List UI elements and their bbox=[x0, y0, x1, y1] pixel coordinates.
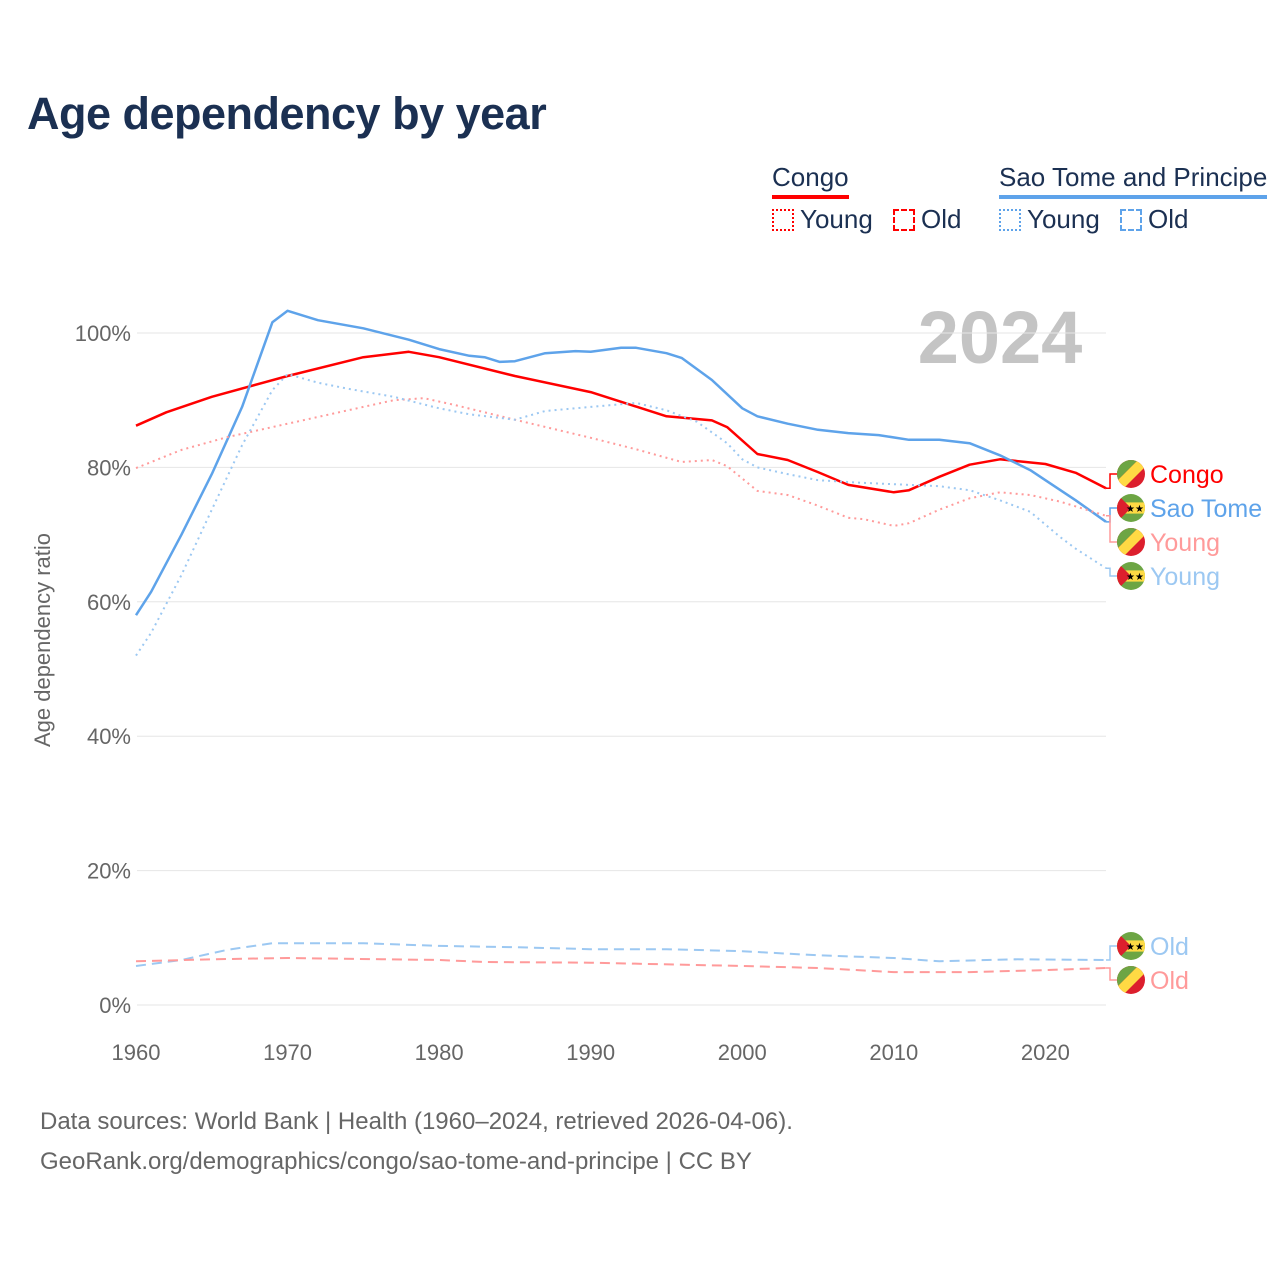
end-label: Young bbox=[1150, 529, 1220, 557]
x-tick-label: 1960 bbox=[112, 1040, 161, 1065]
series-line-sao-tome-and-principe-old bbox=[135, 942, 1107, 967]
series-line-sao-tome-and-principe bbox=[134, 309, 1107, 616]
y-tick-label: 40% bbox=[87, 724, 131, 749]
congo-flag-icon bbox=[1117, 528, 1145, 556]
series-line-congo-old bbox=[135, 957, 1107, 974]
dotted-swatch-icon bbox=[772, 208, 794, 231]
chart-title: Age dependency by year bbox=[27, 88, 547, 139]
legend-stp-old[interactable]: Old bbox=[1120, 204, 1188, 235]
dashed-swatch-icon bbox=[1120, 208, 1142, 231]
legend-congo-young[interactable]: Young bbox=[772, 204, 873, 235]
congo-flag-icon bbox=[1117, 966, 1145, 994]
footer-sources: Data sources: World Bank | Health (1960–… bbox=[40, 1108, 793, 1135]
end-label: Old bbox=[1150, 933, 1189, 961]
sao-tome-flag-icon: ★★ bbox=[1117, 932, 1145, 960]
end-label: Old bbox=[1150, 967, 1189, 995]
label-leader-line bbox=[1106, 507, 1117, 523]
year-overlay: 2024 bbox=[918, 296, 1083, 379]
dashed-swatch-icon bbox=[893, 208, 915, 231]
x-tick-label: 2020 bbox=[1021, 1040, 1070, 1065]
sao-tome-flag-icon: ★★ bbox=[1117, 494, 1145, 522]
svg-text:★★: ★★ bbox=[1126, 942, 1144, 953]
series-line-sao-tome-and-principe-young bbox=[135, 373, 1107, 657]
label-leader-line bbox=[1106, 515, 1117, 543]
x-tick-label: 1970 bbox=[263, 1040, 312, 1065]
x-tick-label: 2010 bbox=[869, 1040, 918, 1065]
label-leader-line bbox=[1106, 473, 1117, 489]
legend-label: Young bbox=[1027, 204, 1100, 234]
svg-text:★★: ★★ bbox=[1126, 504, 1144, 515]
legend-stp-young[interactable]: Young bbox=[999, 204, 1100, 235]
y-tick-label: 20% bbox=[87, 859, 131, 884]
y-tick-label: 100% bbox=[75, 321, 131, 346]
label-leader-line bbox=[1106, 567, 1117, 577]
series-line-congo-young bbox=[135, 397, 1107, 527]
legend-stp[interactable]: Sao Tome and Principe bbox=[999, 162, 1268, 199]
sao-tome-flag-icon: ★★ bbox=[1117, 562, 1145, 590]
x-tick-label: 1990 bbox=[566, 1040, 615, 1065]
dotted-swatch-icon bbox=[999, 208, 1021, 231]
label-leader-line bbox=[1106, 945, 1117, 961]
x-tick-label: 2000 bbox=[718, 1040, 767, 1065]
footer-link[interactable]: GeoRank.org/demographics/congo/sao-tome-… bbox=[40, 1148, 752, 1175]
legend-label: Old bbox=[1148, 204, 1189, 234]
y-tick-label: 80% bbox=[87, 455, 131, 480]
end-label: Sao Tome bbox=[1150, 495, 1262, 523]
label-leader-line bbox=[1106, 967, 1117, 981]
legend-congo-old[interactable]: Old bbox=[893, 204, 961, 235]
legend-label: Young bbox=[800, 204, 873, 234]
legend-label: Old bbox=[921, 204, 962, 234]
legend-congo[interactable]: Congo bbox=[772, 162, 849, 199]
series-line-congo bbox=[135, 350, 1107, 494]
x-tick-label: 1980 bbox=[415, 1040, 464, 1065]
end-label: Young bbox=[1150, 563, 1220, 591]
congo-flag-icon bbox=[1117, 460, 1145, 488]
end-label: Congo bbox=[1150, 461, 1224, 489]
svg-text:★★: ★★ bbox=[1126, 572, 1144, 583]
y-axis-label: Age dependency ratio bbox=[30, 533, 55, 747]
y-tick-label: 0% bbox=[99, 993, 131, 1018]
y-tick-label: 60% bbox=[87, 590, 131, 615]
